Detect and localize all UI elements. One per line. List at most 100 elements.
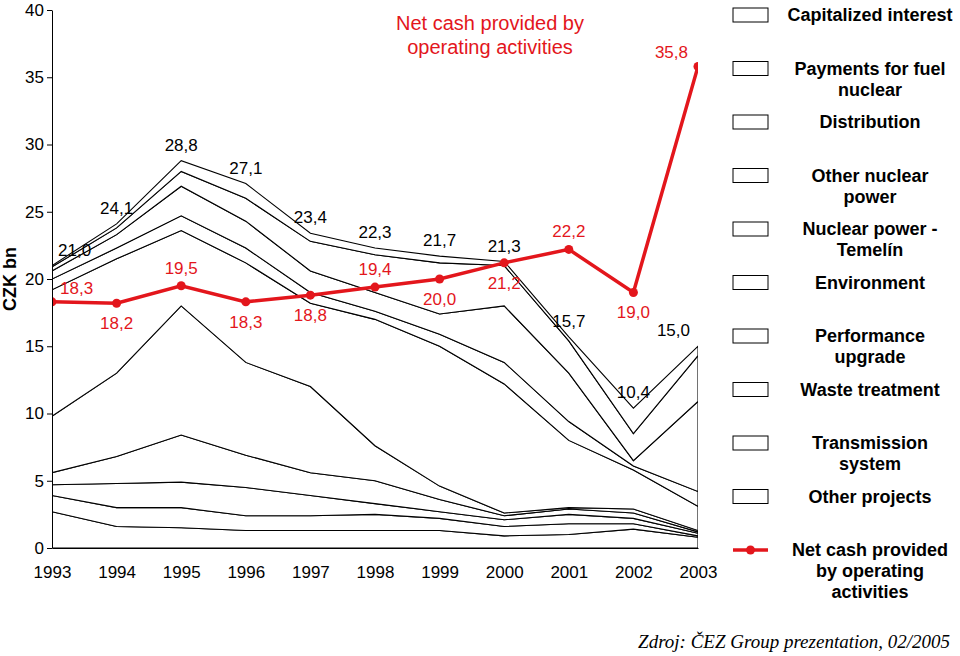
y-tick: 20	[25, 270, 52, 289]
legend-swatch	[733, 436, 768, 450]
y-axis: 0510152025303540	[25, 1, 52, 558]
total-label: 10,4	[617, 383, 650, 402]
legend-swatch	[733, 329, 768, 343]
tick-label: 5	[35, 472, 44, 491]
tick-mark	[47, 481, 52, 482]
line-marker	[564, 245, 573, 254]
y-tick: 5	[35, 472, 52, 491]
tick-label: 1999	[421, 563, 459, 582]
line-marker	[306, 291, 315, 300]
text-line: Payments for fuel	[794, 59, 945, 79]
text-line: Capitalized interest	[787, 5, 952, 25]
x-tick: 1996	[227, 548, 265, 582]
legend-label: Waste treatment	[800, 380, 939, 400]
text-line: Other nuclear	[811, 166, 928, 186]
legend-label: Nuclear power -Temelín	[802, 219, 937, 260]
data-label: 18,2	[100, 314, 133, 333]
y-tick: 40	[25, 1, 52, 20]
legend-swatch	[733, 490, 768, 504]
tick-label: 30	[25, 135, 44, 154]
tick-mark	[47, 279, 52, 280]
legend-label: Net cash providedby operatingactivities	[792, 540, 948, 602]
x-tick: 2002	[615, 548, 653, 582]
y-axis-title: CZK bn	[0, 247, 20, 311]
line-marker	[177, 281, 186, 290]
total-label: 21,7	[423, 231, 456, 250]
legend-label: Capitalized interest	[787, 5, 952, 25]
legend-label: Performanceupgrade	[815, 326, 925, 367]
tick-label: 40	[25, 1, 44, 20]
tick-label: 1996	[227, 563, 265, 582]
text-line: Performance	[815, 326, 925, 346]
tick-label: 35	[25, 68, 44, 87]
tick-mark	[47, 145, 52, 146]
tick-mark	[47, 346, 52, 347]
total-label: 24,1	[100, 199, 133, 218]
title: Net cash provided byoperating activities	[396, 12, 584, 58]
text-line: system	[839, 454, 901, 474]
text-line: Other projects	[808, 487, 931, 507]
tick-label: 0	[35, 539, 44, 558]
tick-mark	[47, 548, 52, 549]
tick-mark	[47, 212, 52, 213]
tick-label: 1997	[292, 563, 330, 582]
legend-swatch	[733, 8, 768, 22]
x-axis: 1993 1994 1995 1996 1997 1998 1999 2000 2001 2002…	[34, 548, 718, 582]
tick-label: 2000	[486, 563, 524, 582]
data-label: 22,2	[552, 222, 585, 241]
tick-label: 20	[25, 270, 44, 289]
legend-swatch	[733, 62, 768, 76]
legend-label: Other nuclearpower	[811, 166, 928, 207]
text-line: power	[843, 187, 896, 207]
tick-label: 1998	[357, 563, 395, 582]
data-label: 19,4	[358, 260, 391, 279]
legend-label: Transmissionsystem	[812, 433, 928, 474]
line-marker	[435, 275, 444, 284]
legend-swatch	[733, 169, 768, 183]
axis-line	[53, 548, 699, 549]
data-label: 19,5	[165, 259, 198, 278]
text-line: Nuclear power -	[802, 219, 937, 239]
text-line: Temelín	[837, 240, 904, 260]
total-label: 27,1	[229, 159, 262, 178]
data-label: 19,0	[617, 303, 650, 322]
legend-label: Payments for fuelnuclear	[794, 59, 945, 100]
x-tick: 2003	[680, 548, 718, 582]
line-marker	[241, 297, 250, 306]
total-label: 15,7	[552, 312, 585, 331]
tick-label: 2002	[615, 563, 653, 582]
data-label: 20,0	[423, 290, 456, 309]
y-tick: 25	[25, 203, 52, 222]
chart: 0510152025303540199319941995199619971998…	[0, 0, 960, 656]
y-tick: 0	[35, 539, 52, 558]
tick-mark	[47, 77, 52, 78]
x-tick: 1995	[163, 548, 201, 582]
axis-line	[52, 11, 53, 549]
tick-label: 15	[25, 337, 44, 356]
y-tick: 15	[25, 337, 52, 356]
text-line: operating activities	[407, 36, 573, 58]
text-line: Net cash provided by	[396, 12, 584, 34]
total-label: 21,3	[488, 237, 521, 256]
x-tick: 2000	[486, 548, 524, 582]
line-marker	[112, 299, 121, 308]
line-marker	[629, 288, 638, 297]
tick-label: 2003	[680, 563, 718, 582]
line-marker	[500, 258, 509, 267]
x-tick: 1993	[34, 548, 72, 582]
text-line: Net cash provided	[792, 540, 948, 560]
text-line: activities	[831, 582, 908, 602]
data-label: 18,3	[60, 279, 93, 298]
text-line: Environment	[815, 273, 925, 293]
stacked-area	[52, 216, 698, 507]
data-label: 18,3	[229, 313, 262, 332]
legend-swatch	[733, 222, 768, 236]
total-label: 28,8	[165, 136, 198, 155]
line-marker	[694, 62, 699, 71]
data-label: 21,2	[488, 274, 521, 293]
x-tick: 1999	[421, 548, 459, 582]
tick-label: 2001	[550, 563, 588, 582]
tick-mark	[47, 414, 52, 415]
stacked-area	[52, 161, 698, 434]
tick-label: 1994	[98, 563, 136, 582]
